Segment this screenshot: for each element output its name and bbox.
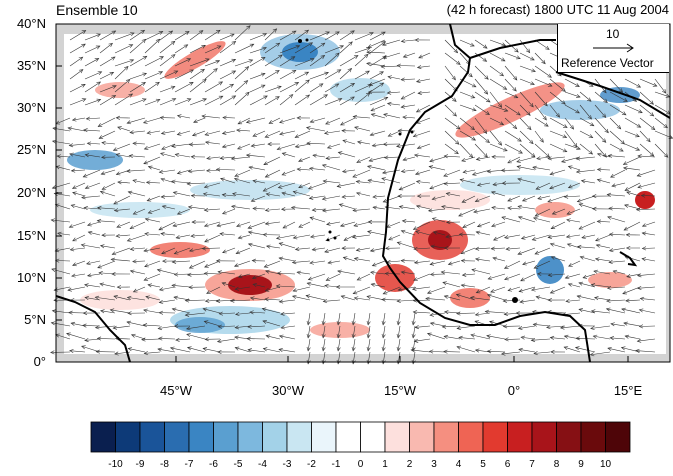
colorbar-swatch bbox=[91, 422, 116, 452]
colorbar-swatch bbox=[385, 422, 410, 452]
colorbar-swatch bbox=[214, 422, 239, 452]
colorbar-swatch bbox=[287, 422, 312, 452]
colorbar-tick-label: 5 bbox=[471, 459, 495, 470]
lat-label-15n: 15°N bbox=[2, 228, 46, 243]
colorbar bbox=[91, 422, 630, 452]
colorbar-swatch bbox=[336, 422, 361, 452]
lat-label-35n: 35°N bbox=[2, 58, 46, 73]
reference-vector-arrow bbox=[558, 38, 669, 58]
lat-label-10n: 10°N bbox=[2, 270, 46, 285]
colorbar-tick-label: 9 bbox=[569, 459, 593, 470]
lon-label-45w: 45°W bbox=[151, 383, 201, 398]
colorbar-swatch bbox=[189, 422, 214, 452]
colorbar-tick-label: -2 bbox=[300, 459, 324, 470]
colorbar-swatch bbox=[165, 422, 190, 452]
colorbar-swatch bbox=[410, 422, 435, 452]
colorbar-swatch bbox=[483, 422, 508, 452]
colorbar-swatch bbox=[434, 422, 459, 452]
colorbar-swatch bbox=[508, 422, 533, 452]
colorbar-tick-label: -6 bbox=[202, 459, 226, 470]
colorbar-tick-label: 2 bbox=[398, 459, 422, 470]
lat-label-20n: 20°N bbox=[2, 185, 46, 200]
colorbar-swatch bbox=[140, 422, 165, 452]
colorbar-swatch bbox=[606, 422, 631, 452]
lon-label-15w: 15°W bbox=[375, 383, 425, 398]
colorbar-swatch bbox=[263, 422, 288, 452]
colorbar-tick-label: -4 bbox=[251, 459, 275, 470]
colorbar-tick-label: -3 bbox=[275, 459, 299, 470]
lat-label-5n: 5°N bbox=[2, 312, 46, 327]
colorbar-swatch bbox=[238, 422, 263, 452]
colorbar-tick-label: 4 bbox=[447, 459, 471, 470]
reference-vector-label: Reference Vector bbox=[561, 56, 654, 70]
colorbar-swatch bbox=[116, 422, 141, 452]
lon-label-30w: 30°W bbox=[263, 383, 313, 398]
colorbar-tick-label: -9 bbox=[128, 459, 152, 470]
colorbar-tick-label: 6 bbox=[496, 459, 520, 470]
forecast-time-title: (42 h forecast) 1800 UTC 11 Aug 2004 bbox=[447, 2, 669, 17]
colorbar-swatch bbox=[361, 422, 386, 452]
colorbar-tick-label: 1 bbox=[373, 459, 397, 470]
colorbar-tick-label: -5 bbox=[226, 459, 250, 470]
colorbar-tick-label: -1 bbox=[324, 459, 348, 470]
reference-vector-box: 10 Reference Vector bbox=[557, 24, 669, 73]
colorbar-tick-label: -7 bbox=[177, 459, 201, 470]
colorbar-tick-label: 3 bbox=[422, 459, 446, 470]
colorbar-swatch bbox=[312, 422, 337, 452]
colorbar-tick-label: 0 bbox=[349, 459, 373, 470]
colorbar-tick-label: -10 bbox=[104, 459, 128, 470]
colorbar-swatch bbox=[557, 422, 582, 452]
colorbar-swatch bbox=[459, 422, 484, 452]
lon-label-15e: 15°E bbox=[603, 383, 653, 398]
lon-label-0: 0° bbox=[489, 383, 539, 398]
lat-label-0: 0° bbox=[2, 354, 46, 369]
lat-label-30n: 30°N bbox=[2, 100, 46, 115]
lat-label-25n: 25°N bbox=[2, 142, 46, 157]
colorbar-tick-label: 10 bbox=[594, 459, 618, 470]
ensemble-title: Ensemble 10 bbox=[56, 2, 138, 18]
colorbar-tick-label: -8 bbox=[153, 459, 177, 470]
colorbar-tick-label: 8 bbox=[545, 459, 569, 470]
colorbar-swatch bbox=[581, 422, 606, 452]
lat-label-40n: 40°N bbox=[2, 16, 46, 31]
colorbar-tick-label: 7 bbox=[520, 459, 544, 470]
colorbar-swatch bbox=[532, 422, 557, 452]
